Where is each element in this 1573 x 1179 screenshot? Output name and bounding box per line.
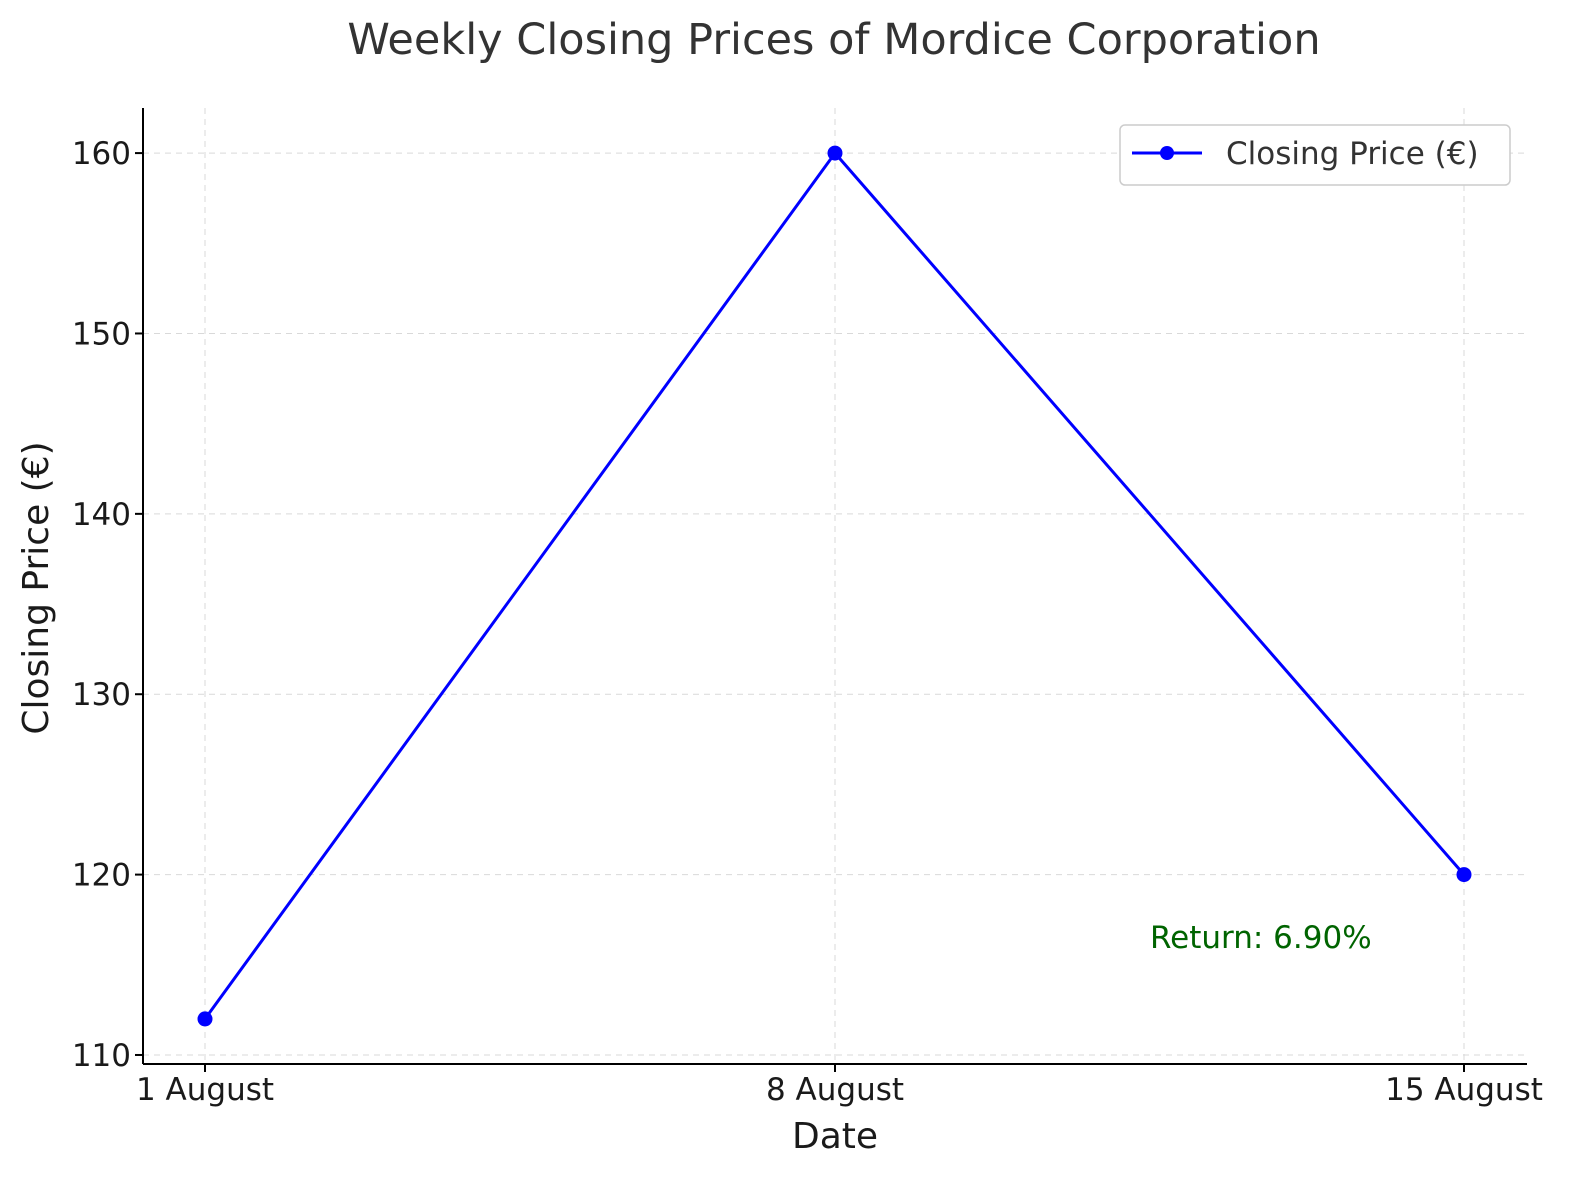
y-tick-label-160: 160 xyxy=(72,136,131,172)
legend-label: Closing Price (€) xyxy=(1226,136,1479,172)
legend-box xyxy=(1119,124,1511,186)
series-layer xyxy=(197,145,1472,1027)
x-tick-label-8-august: 8 August xyxy=(766,1072,904,1108)
legend: Closing Price (€) xyxy=(1119,124,1511,186)
return-annotation: Return: 6.90% xyxy=(1150,920,1372,956)
grid-lines xyxy=(143,108,1527,1064)
data-point-1-august xyxy=(197,1011,213,1027)
data-point-15-august xyxy=(1456,867,1472,883)
x-tick-label-15-august: 15 August xyxy=(1385,1072,1543,1108)
legend-marker-swatch xyxy=(1160,146,1174,160)
y-axis-label: Closing Price (€) xyxy=(16,441,57,734)
y-tick-label-120: 120 xyxy=(72,858,131,894)
y-tick-label-110: 110 xyxy=(72,1038,131,1074)
y-tick-label-140: 140 xyxy=(72,497,131,533)
x-tick-label-1-august: 1 August xyxy=(136,1072,274,1108)
data-point-8-august xyxy=(827,145,843,161)
chart-title: Weekly Closing Prices of Mordice Corpora… xyxy=(347,15,1320,65)
axis-ticks: 110 120 130 140 150 160 1 August 8 August 15 Aug… xyxy=(72,136,1543,1108)
x-axis-label: Date xyxy=(792,1116,878,1157)
y-tick-label-150: 150 xyxy=(72,316,131,352)
y-tick-label-130: 130 xyxy=(72,677,131,713)
